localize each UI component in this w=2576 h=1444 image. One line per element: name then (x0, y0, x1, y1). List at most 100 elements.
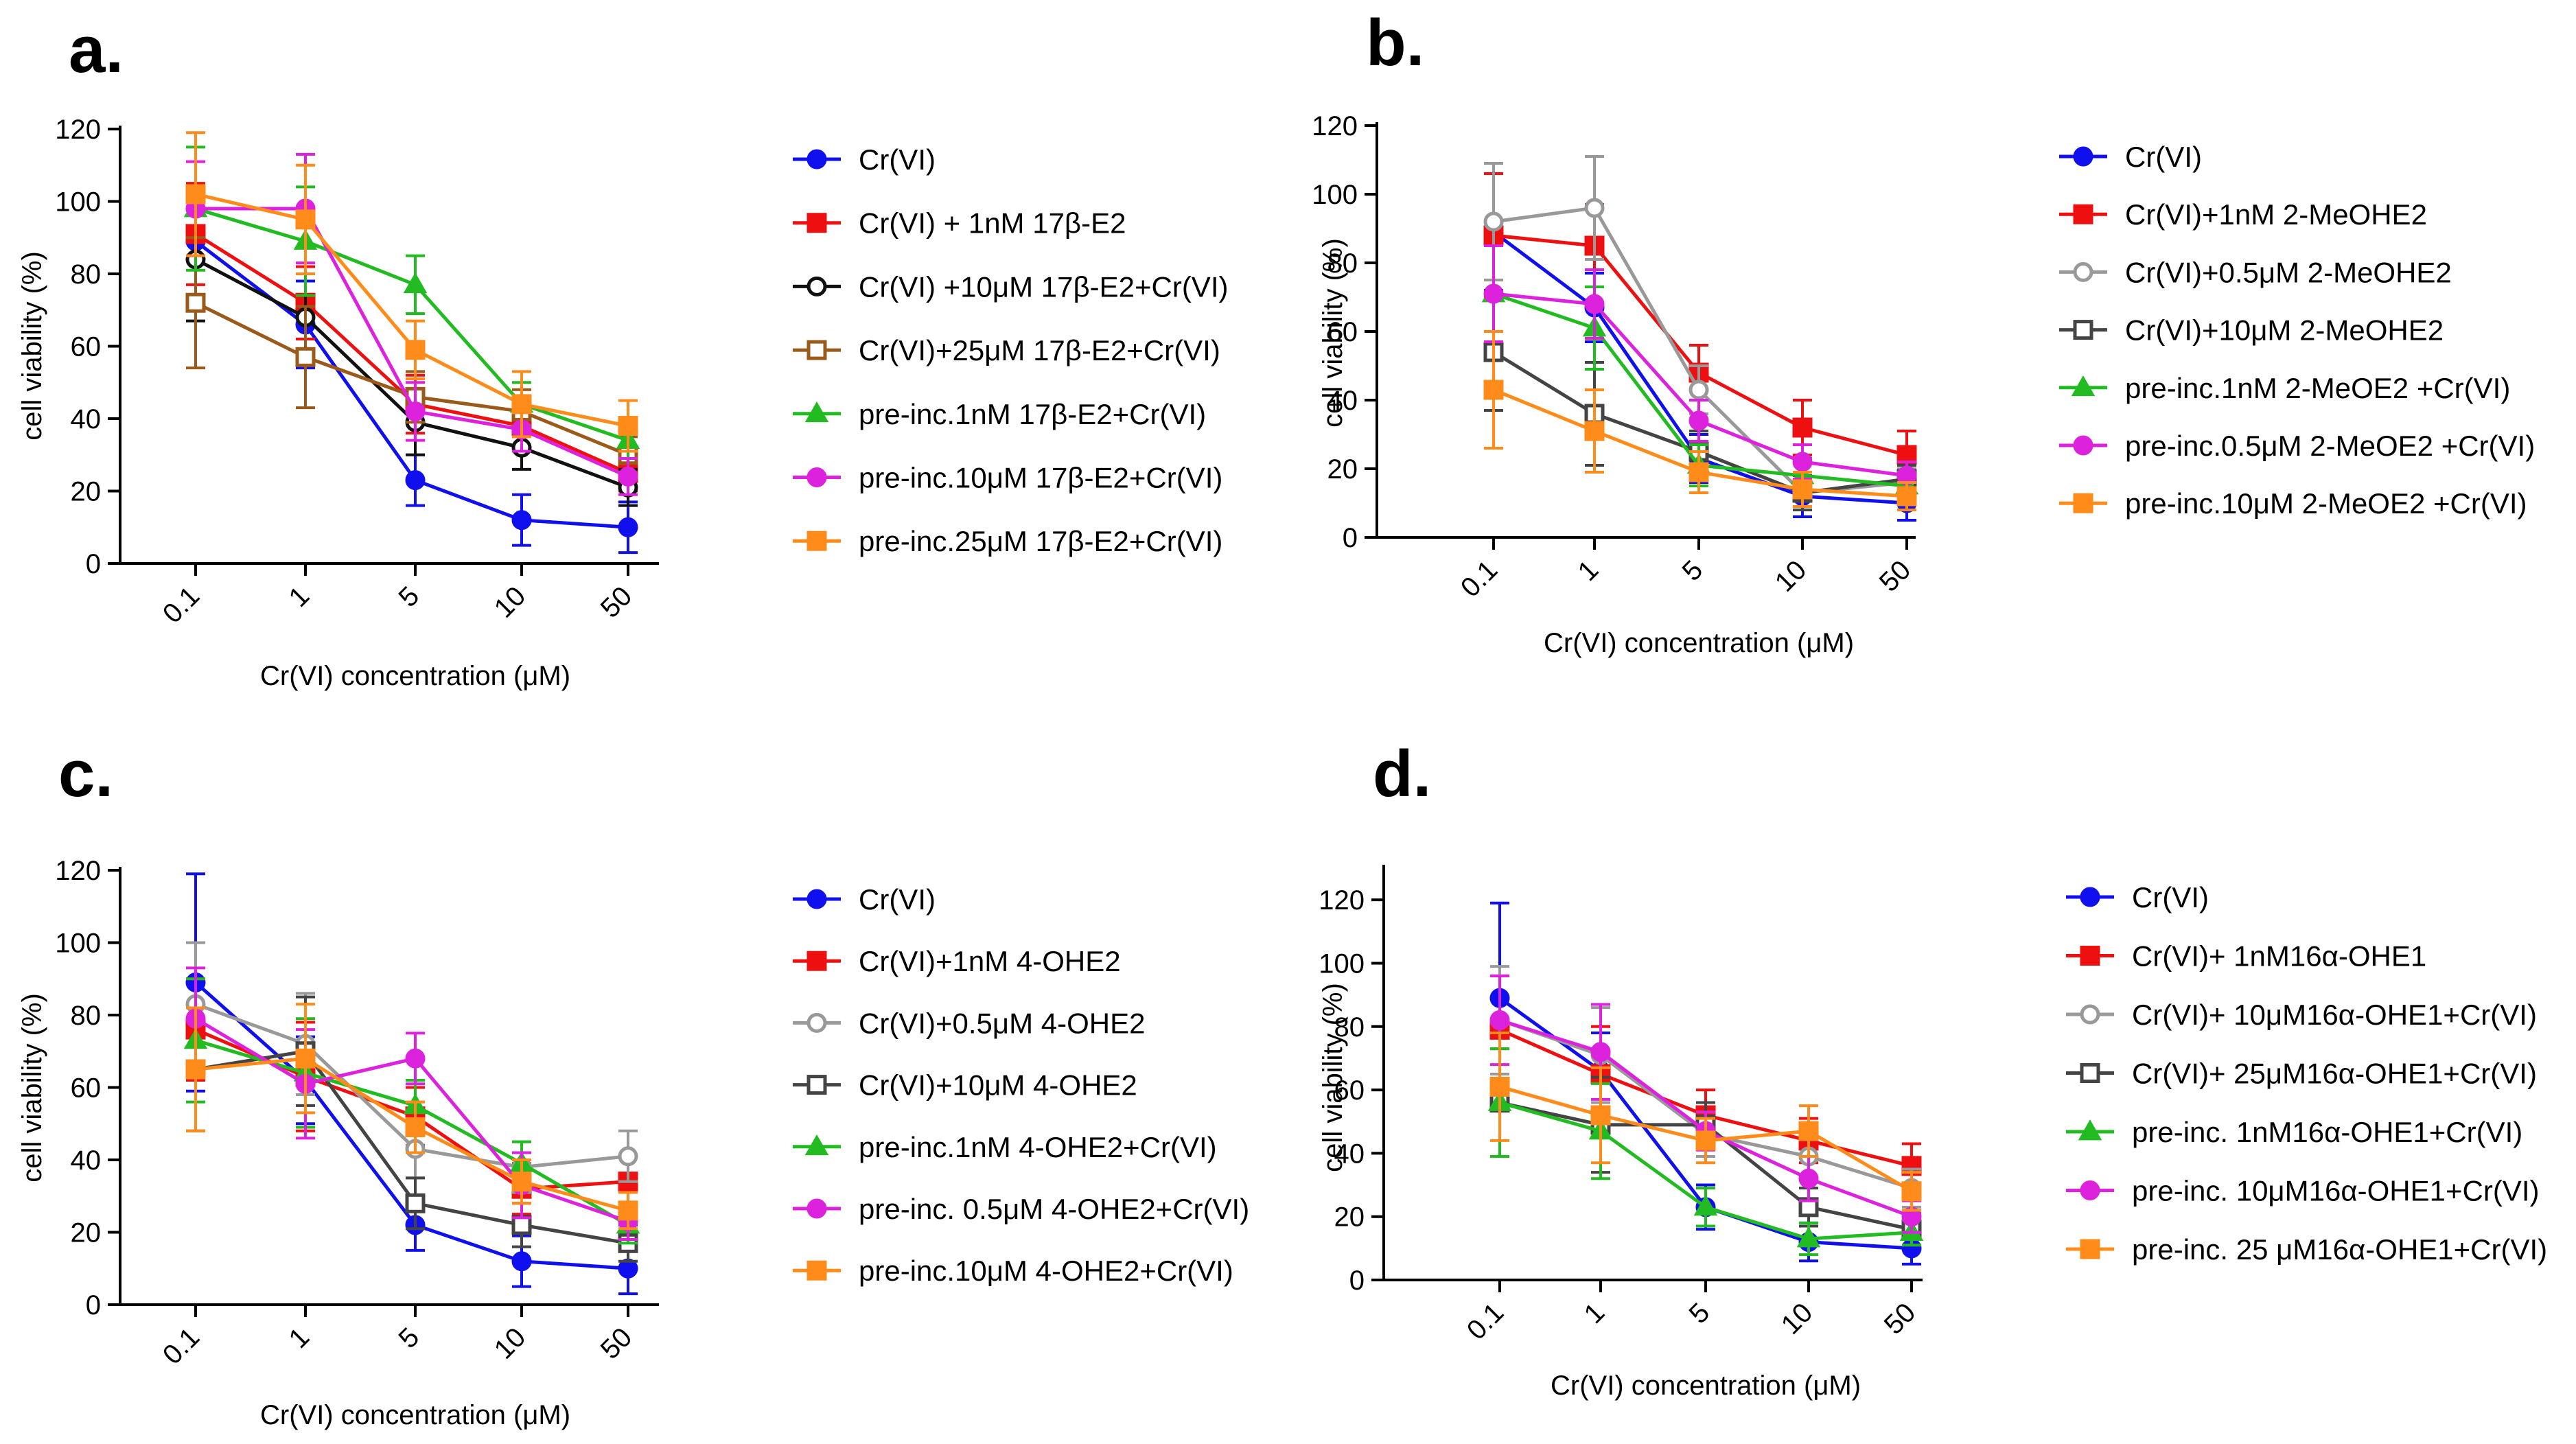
y-tick-label: 60 (1327, 317, 1358, 347)
data-point (1792, 479, 1813, 500)
legend-marker (2073, 204, 2093, 224)
legend-entry: Cr(VI) (793, 143, 936, 176)
legend-label: pre-inc. 25 μM16α-OHE1+Cr(VI) (2132, 1233, 2547, 1266)
legend-label: Cr(VI) (2125, 141, 2202, 173)
series-6 (185, 152, 638, 496)
y-tick-label: 60 (1334, 1075, 1365, 1106)
y-tick-label: 40 (1334, 1139, 1365, 1169)
y-tick-label: 60 (71, 332, 102, 362)
y-tick-label: 40 (71, 404, 102, 434)
legend-entry: Cr(VI)+25μM 17β-E2+Cr(VI) (793, 334, 1220, 366)
data-point (618, 1200, 638, 1221)
chart-panel-1: a. 0 20 40 60 80 100 120 0.1 1 5 10 50 Cr(VI) concent… (17, 13, 1228, 691)
data-point (1796, 1226, 1821, 1248)
data-point (1901, 1181, 1922, 1202)
data-point (185, 292, 206, 313)
x-tick-label: 10 (489, 1322, 532, 1365)
series-7 (1483, 330, 1917, 511)
legend-label: pre-inc. 10μM16α-OHE1+Cr(VI) (2132, 1175, 2539, 1207)
y-tick-label: 0 (1349, 1266, 1365, 1296)
legend-entry: Cr(VI) + 1nM 17β-E2 (793, 207, 1126, 240)
legend-marker (2073, 146, 2093, 167)
x-tick-label: 50 (1879, 1297, 1922, 1340)
data-point (1483, 283, 1504, 304)
legend-label: Cr(VI)+1nM 2-MeOHE2 (2125, 198, 2427, 231)
data-point (1792, 417, 1813, 438)
legend-label: pre-inc.1nM 17β-E2+Cr(VI) (859, 398, 1206, 430)
legend-label: pre-inc.10μM 2-MeOE2 +Cr(VI) (2125, 487, 2527, 520)
y-tick-label: 100 (55, 929, 101, 959)
y-tick-label: 0 (86, 1290, 101, 1320)
legend-marker (807, 276, 827, 296)
legend-label: Cr(VI) (859, 883, 936, 916)
data-point (511, 394, 532, 415)
data-point (295, 209, 316, 230)
data-point (1483, 380, 1504, 400)
legend-label: Cr(VI) (2132, 881, 2209, 913)
legend-marker (807, 1012, 827, 1033)
legend-label: Cr(VI)+ 25μM16α-OHE1+Cr(VI) (2132, 1058, 2537, 1090)
data-point (1798, 1168, 1819, 1189)
panel-letter: c. (58, 737, 113, 811)
legend-entry: pre-inc.1nM 4-OHE2+Cr(VI) (793, 1131, 1217, 1163)
legend-entry: Cr(VI)+ 10μM16α-OHE1+Cr(VI) (2066, 999, 2537, 1031)
data-point (511, 1215, 532, 1235)
legend-entry: Cr(VI)+0.5μM 4-OHE2 (793, 1007, 1145, 1039)
data-point (1896, 486, 1917, 506)
x-tick-label: 5 (1684, 1297, 1716, 1329)
x-tick-label: 10 (1769, 555, 1813, 598)
legend-marker (2080, 887, 2100, 907)
legend-label: Cr(VI)+10μM 4-OHE2 (859, 1069, 1137, 1102)
data-point (1489, 1010, 1510, 1031)
x-tick-label: 0.1 (157, 581, 205, 629)
legend-label: Cr(VI) +10μM 17β-E2+Cr(VI) (859, 270, 1228, 303)
y-tick-label: 80 (1334, 1012, 1365, 1043)
legend-marker (807, 1198, 827, 1219)
legend-marker (807, 340, 827, 360)
legend-marker (2080, 946, 2100, 966)
y-tick-label: 20 (1334, 1202, 1365, 1233)
legend-label: Cr(VI)+10μM 2-MeOHE2 (2125, 314, 2444, 347)
legend-label: Cr(VI)+ 10μM16α-OHE1+Cr(VI) (2132, 999, 2537, 1031)
legend-entry: Cr(VI)+ 25μM16α-OHE1+Cr(VI) (2066, 1058, 2537, 1090)
legend-entry: pre-inc.10μM 17β-E2+Cr(VI) (793, 462, 1222, 494)
legend-marker (807, 149, 827, 170)
legend-entry: Cr(VI)+0.5μM 2-MeOHE2 (2059, 256, 2452, 288)
panel-letter: d. (1373, 737, 1431, 811)
data-point (295, 1048, 316, 1069)
x-tick-label: 50 (1874, 555, 1917, 598)
data-point (618, 466, 638, 487)
y-tick-label: 100 (1319, 948, 1365, 979)
data-point (1695, 1130, 1716, 1151)
y-tick-label: 120 (1319, 885, 1365, 916)
data-point (1590, 1042, 1611, 1062)
legend-label: Cr(VI) (859, 143, 936, 176)
legend-label: Cr(VI)+ 1nM16α-OHE1 (2132, 940, 2426, 973)
legend-label: Cr(VI)+1nM 4-OHE2 (859, 945, 1121, 977)
data-point (405, 470, 426, 491)
x-axis-title: Cr(VI) concentration (μM) (1551, 1371, 1861, 1401)
legend-label: pre-inc.25μM 17β-E2+Cr(VI) (859, 525, 1222, 557)
data-point (1689, 380, 1709, 400)
legend-marker (804, 401, 829, 423)
legend-entry: Cr(VI) (793, 883, 936, 916)
y-tick-label: 100 (55, 187, 101, 218)
x-tick-label: 0.1 (157, 1322, 205, 1370)
x-tick-label: 10 (489, 581, 532, 624)
data-point (403, 272, 428, 294)
data-point (618, 1146, 638, 1167)
legend-entry: pre-inc.0.5μM 2-MeOE2 +Cr(VI) (2059, 430, 2535, 462)
data-point (405, 401, 426, 421)
y-axis-title: cell viability (%) (17, 993, 47, 1183)
x-tick-label: 1 (1579, 1297, 1611, 1329)
data-point (1689, 410, 1709, 431)
legend-label: Cr(VI)+0.5μM 4-OHE2 (859, 1007, 1145, 1039)
y-axis-title: cell viability (%) (17, 251, 47, 441)
x-tick-label: 5 (393, 1322, 426, 1354)
legend-marker (2073, 261, 2093, 282)
legend-label: pre-inc.1nM 2-MeOE2 +Cr(VI) (2125, 372, 2510, 404)
legend-label: pre-inc.0.5μM 2-MeOE2 +Cr(VI) (2125, 430, 2535, 462)
legend-label: pre-inc.1nM 4-OHE2+Cr(VI) (859, 1131, 1217, 1163)
y-tick-label: 20 (1327, 454, 1358, 485)
data-point (405, 1117, 426, 1138)
